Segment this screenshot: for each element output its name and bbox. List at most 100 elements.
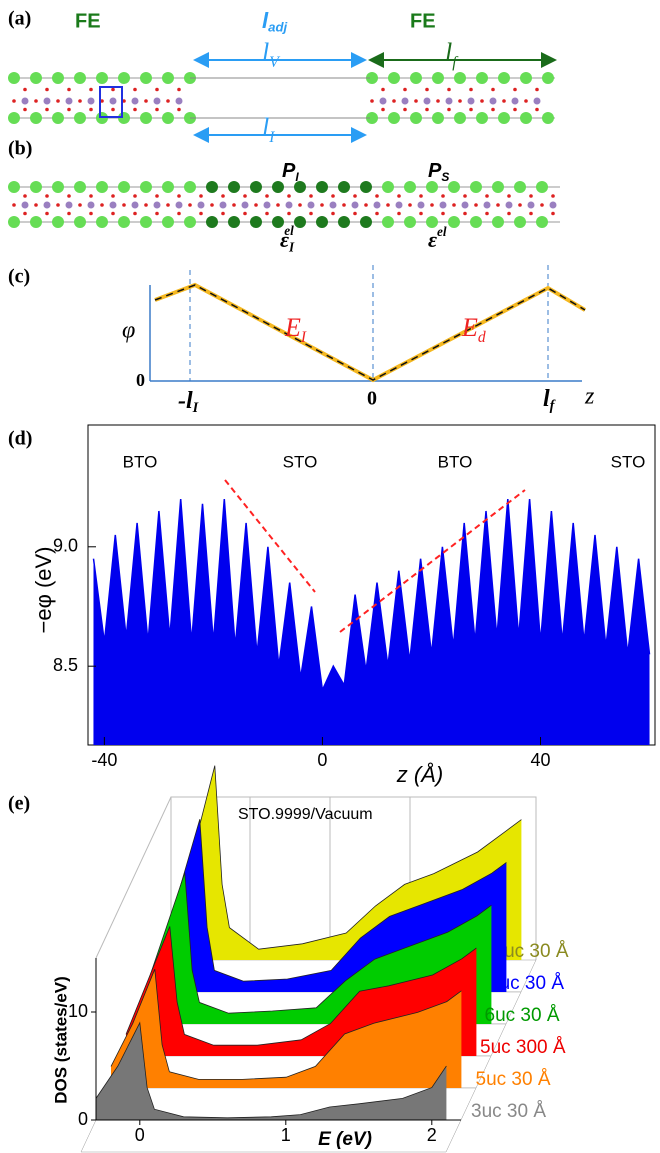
atom (96, 181, 108, 193)
panel-label: (a) (8, 8, 31, 30)
atom (439, 201, 447, 209)
atom (529, 211, 533, 216)
atom (375, 194, 379, 198)
atom (505, 201, 513, 209)
atom (432, 112, 444, 124)
atom (272, 181, 284, 193)
atom (140, 181, 152, 193)
atom (388, 72, 400, 84)
atom (133, 194, 137, 198)
atom (188, 203, 192, 207)
atom (206, 181, 218, 193)
atom (498, 72, 510, 84)
atom (353, 211, 357, 216)
atom (285, 201, 293, 209)
atom (162, 181, 174, 193)
region-label: STO (611, 452, 646, 471)
atom (458, 99, 462, 103)
label-part: l (262, 38, 269, 67)
panel-d: BTO STO BTO STO 8.5 9.0 -40 0 40 −eφ (eV) z (Å) (31, 452, 651, 787)
atom (153, 201, 161, 209)
atom (52, 181, 64, 193)
math-label: PI (282, 160, 299, 184)
math-label: lf (445, 38, 459, 70)
atom (467, 97, 475, 105)
atom (535, 107, 539, 112)
atom (287, 211, 291, 216)
atom (320, 203, 324, 207)
atom (338, 216, 350, 228)
atom (89, 211, 93, 216)
atom (492, 181, 504, 193)
atom (30, 72, 42, 84)
atom (485, 194, 489, 198)
label-part: I (295, 170, 299, 184)
atom (23, 194, 27, 198)
atom (78, 203, 82, 207)
atom (476, 112, 488, 124)
atom (23, 87, 27, 92)
atom (131, 201, 139, 209)
atom (483, 201, 491, 209)
atom-lattice (8, 72, 560, 228)
atom (155, 194, 159, 198)
x-tick-label: 2 (427, 1125, 437, 1145)
atom (448, 216, 460, 228)
atom (410, 72, 422, 84)
atom (542, 112, 554, 124)
atom (551, 194, 555, 198)
label-part: ε (428, 227, 437, 252)
atom (527, 201, 535, 209)
profile-line (92, 498, 651, 693)
atom (507, 194, 511, 198)
atom (331, 194, 335, 198)
label-part: adj (268, 20, 287, 35)
atom (52, 112, 64, 124)
atom (392, 99, 396, 103)
atom (388, 112, 400, 124)
atom (263, 201, 271, 209)
atom (426, 216, 438, 228)
atom (447, 107, 451, 112)
atom (469, 107, 473, 112)
atom (276, 203, 280, 207)
atom (491, 107, 495, 112)
panel-label: (c) (8, 266, 30, 288)
atom (100, 203, 104, 207)
atom (162, 72, 174, 84)
math-label: lI (262, 113, 275, 145)
atom (381, 107, 385, 112)
atom (219, 201, 227, 209)
atom (100, 99, 104, 103)
atom (184, 181, 196, 193)
atom (30, 181, 42, 193)
label-part: f (550, 398, 556, 414)
atom (162, 112, 174, 124)
atom (404, 216, 416, 228)
atom (498, 112, 510, 124)
atom (206, 216, 218, 228)
atom (419, 211, 423, 216)
math-label: εel (428, 224, 447, 252)
math-label: -lI (178, 388, 199, 417)
y-tick-label: 0 (78, 1109, 88, 1129)
x-tick-label: -40 (91, 750, 117, 770)
atom (441, 194, 445, 198)
atom (166, 99, 170, 103)
area-fill (96, 1022, 447, 1120)
atom (513, 87, 517, 92)
atom (366, 72, 378, 84)
atom (329, 201, 337, 209)
atom (111, 211, 115, 216)
atom (436, 99, 440, 103)
dos-line (140, 872, 492, 1014)
axis-label: φ (122, 318, 135, 344)
atom (210, 203, 214, 207)
atom (23, 107, 27, 112)
atom (403, 107, 407, 112)
y-tick-label: 8.5 (53, 655, 78, 675)
chart-title: STO.9999/Vacuum (238, 806, 373, 823)
atom (133, 211, 137, 216)
atom (536, 216, 548, 228)
atom (175, 97, 183, 105)
